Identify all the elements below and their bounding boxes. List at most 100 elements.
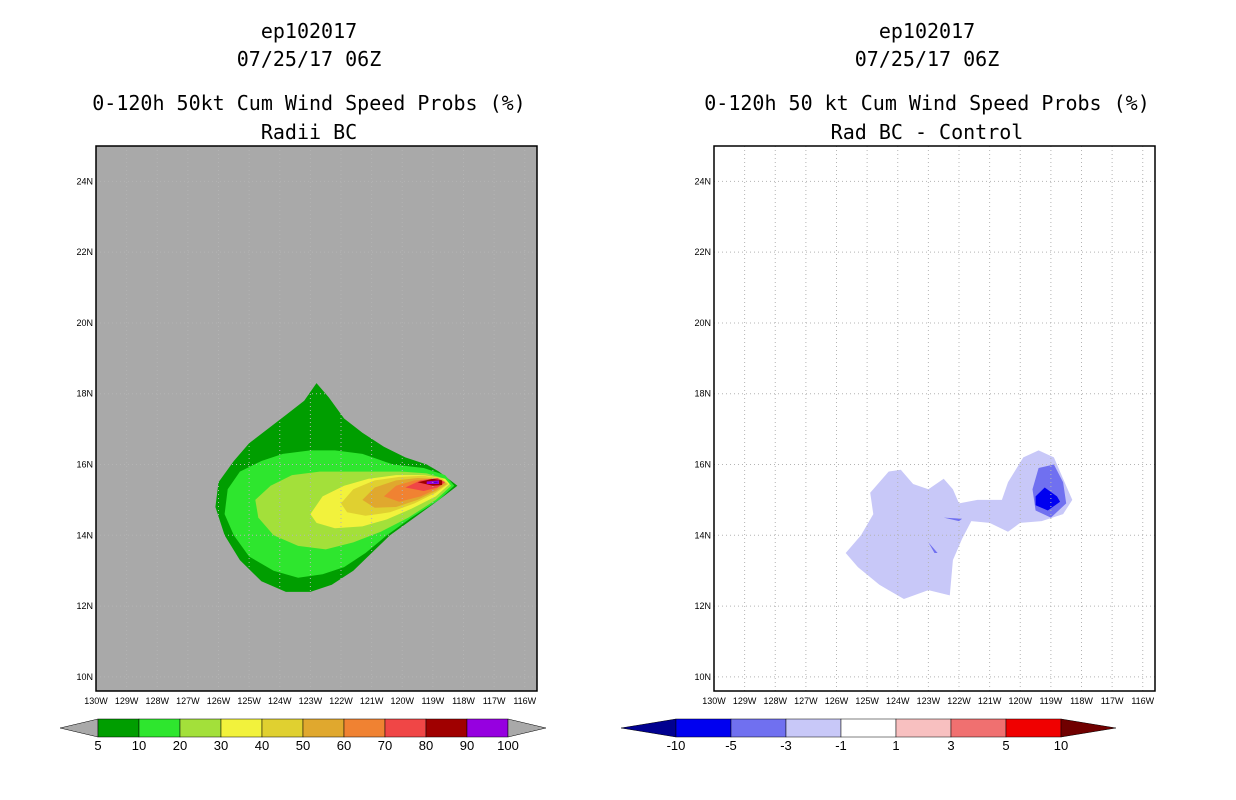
colorbar-bin-70-80 [384, 718, 427, 738]
x-tick-label: 128W [763, 696, 787, 706]
y-tick-label: 24N [76, 176, 93, 186]
y-tick-label: 16N [694, 460, 711, 470]
left-panel: ep102017 07/25/17 06Z 0-120h 50kt Cum Wi… [59, 19, 547, 753]
x-tick-label: 120W [390, 696, 414, 706]
colorbar-label: 5 [1002, 738, 1009, 753]
storm-id: ep102017 [878, 19, 976, 43]
x-tick-label: 127W [176, 696, 200, 706]
y-tick-label: 12N [694, 601, 711, 611]
colorbar-label: 5 [94, 738, 101, 753]
colorbar-label: 20 [173, 738, 187, 753]
y-tick-label: 10N [76, 672, 93, 682]
colorbar-bin--3--1 [785, 718, 842, 738]
colorbar-label: -3 [780, 738, 792, 753]
colorbar-label: 60 [337, 738, 351, 753]
x-tick-label: 122W [947, 696, 971, 706]
colorbar-under-arrow [59, 718, 99, 738]
colorbar-bin-80-90 [425, 718, 468, 738]
x-tick-label: 127W [794, 696, 818, 706]
probability-map: 130W 129W 128W 127W 126W 125W 124W 123W 122W 121W… [59, 145, 547, 753]
contour--5 [1035, 487, 1061, 511]
colorbar-over-arrow [1060, 718, 1117, 738]
x-tick-label: 123W [299, 696, 323, 706]
colorbar-bin-5-10 [97, 718, 140, 738]
colorbar-bin-10-20 [138, 718, 181, 738]
y-tick-label: 10N [694, 672, 711, 682]
chart-subtitle: Radii BC [260, 120, 358, 144]
x-tick-label: 122W [329, 696, 353, 706]
colorbar-label: 1 [892, 738, 899, 753]
contour-100 [432, 481, 438, 483]
colorbar-bin--10--5 [675, 718, 732, 738]
x-tick-label: 124W [886, 696, 910, 706]
y-tick-label: 18N [76, 389, 93, 399]
colorbar-bin-40-50 [261, 718, 304, 738]
valid-time: 07/25/17 06Z [236, 47, 382, 71]
storm-id: ep102017 [260, 19, 358, 43]
colorbar-over-arrow [507, 718, 547, 738]
x-tick-label: 121W [360, 696, 384, 706]
x-tick-label: 117W [1101, 696, 1124, 706]
y-tick-label: 20N [694, 318, 711, 328]
colorbar-label: 90 [460, 738, 474, 753]
x-tick-label: 120W [1008, 696, 1032, 706]
plot-background [714, 146, 1155, 691]
colorbar-label: -1 [835, 738, 847, 753]
colorbar-bin-1-3 [895, 718, 952, 738]
x-tick-label: 119W [421, 696, 444, 706]
x-tick-label: 119W [1039, 696, 1062, 706]
x-tick-label: 125W [855, 696, 879, 706]
x-tick-label: 117W [483, 696, 506, 706]
contour--1 [845, 450, 1073, 599]
plot-frame [95, 145, 538, 692]
x-tick-label: 130W [702, 696, 726, 706]
x-tick-label: 118W [452, 696, 475, 706]
colorbar-label: 70 [378, 738, 392, 753]
colorbar-under-arrow [620, 718, 677, 738]
x-tick-label: 126W [207, 696, 231, 706]
x-tick-label: 126W [825, 696, 849, 706]
colorbar-label: -5 [725, 738, 737, 753]
chart-title: 0-120h 50kt Cum Wind Speed Probs (%) [92, 91, 526, 115]
colorbar-label: 10 [132, 738, 146, 753]
y-tick-label: 16N [76, 460, 93, 470]
y-tick-label: 20N [76, 318, 93, 328]
y-tick-label: 22N [76, 247, 93, 257]
colorbar-bin-50-60 [302, 718, 345, 738]
x-tick-label: 118W [1070, 696, 1093, 706]
valid-time: 07/25/17 06Z [854, 47, 1000, 71]
y-tick-label: 18N [694, 389, 711, 399]
colorbar-bin-3-5 [950, 718, 1007, 738]
difference-map: 130W 129W 128W 127W 126W 125W 124W 123W 122W 121W… [620, 145, 1156, 753]
x-tick-label: 116W [1131, 696, 1154, 706]
colorbar-bin-90-100 [466, 718, 509, 738]
colorbar-bin--5--3 [730, 718, 787, 738]
y-tick-label: 14N [694, 530, 711, 540]
x-tick-label: 123W [917, 696, 941, 706]
colorbar-label: 40 [255, 738, 269, 753]
colorbar-label: 10 [1054, 738, 1068, 753]
y-tick-label: 22N [694, 247, 711, 257]
colorbar-bin-30-40 [220, 718, 263, 738]
x-tick-label: 128W [145, 696, 169, 706]
x-tick-label: 125W [237, 696, 261, 706]
colorbar-label: 50 [296, 738, 310, 753]
colorbar-label: 30 [214, 738, 228, 753]
contour--3 [928, 542, 938, 553]
colorbar-bin-20-30 [179, 718, 222, 738]
x-tick-label: 129W [115, 696, 139, 706]
colorbar-bin-5-10 [1005, 718, 1062, 738]
x-tick-label: 129W [733, 696, 757, 706]
colorbar-label: -10 [667, 738, 686, 753]
x-tick-label: 130W [84, 696, 108, 706]
x-tick-label: 116W [513, 696, 536, 706]
plot-frame [713, 145, 1156, 692]
y-tick-label: 24N [694, 176, 711, 186]
y-tick-label: 12N [76, 601, 93, 611]
contour--3 [943, 517, 963, 522]
chart-subtitle: Rad BC - Control [830, 120, 1024, 144]
colorbar-bin-60-70 [343, 718, 386, 738]
chart-title: 0-120h 50 kt Cum Wind Speed Probs (%) [704, 91, 1150, 115]
x-tick-label: 121W [978, 696, 1002, 706]
colorbar-label: 80 [419, 738, 433, 753]
